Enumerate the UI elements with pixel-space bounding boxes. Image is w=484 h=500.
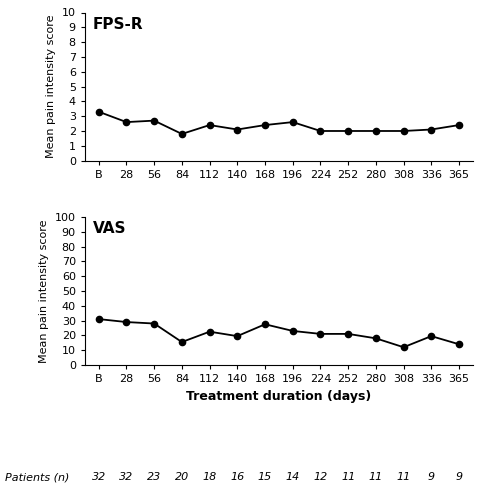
Text: 12: 12 [313,472,327,482]
Text: Patients (n): Patients (n) [5,472,69,482]
Text: 11: 11 [395,472,410,482]
Text: 9: 9 [427,472,434,482]
X-axis label: Treatment duration (days): Treatment duration (days) [186,390,371,402]
Text: 11: 11 [368,472,382,482]
Text: 16: 16 [230,472,244,482]
Text: VAS: VAS [92,222,126,236]
Text: 23: 23 [147,472,161,482]
Text: 32: 32 [119,472,133,482]
Y-axis label: Mean pain intensity score: Mean pain intensity score [46,15,56,159]
Text: 11: 11 [340,472,355,482]
Text: 14: 14 [285,472,299,482]
Text: 15: 15 [257,472,272,482]
Text: FPS-R: FPS-R [92,17,143,32]
Text: 32: 32 [91,472,106,482]
Text: 18: 18 [202,472,216,482]
Text: 20: 20 [174,472,189,482]
Text: 9: 9 [454,472,462,482]
Y-axis label: Mean pain intensity score: Mean pain intensity score [39,219,49,362]
